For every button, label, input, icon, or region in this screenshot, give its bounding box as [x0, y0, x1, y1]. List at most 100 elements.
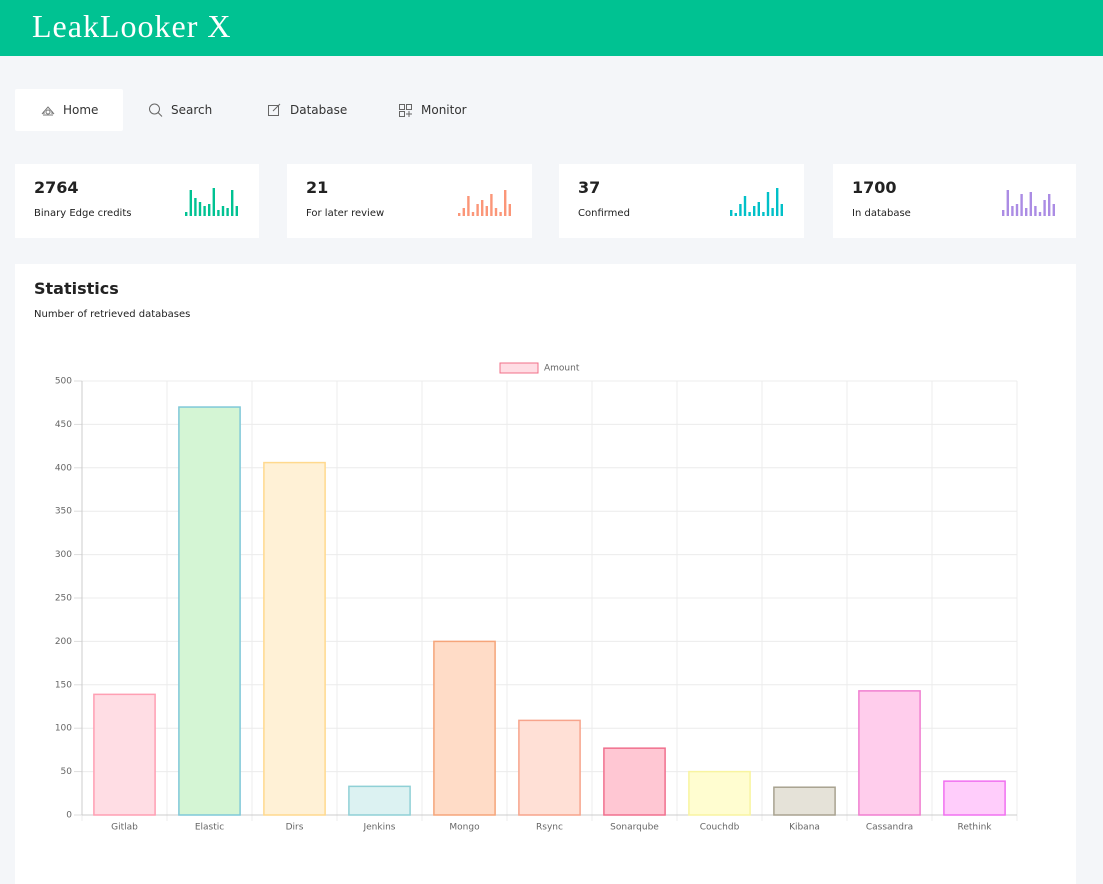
x-tick-label: Rsync	[536, 823, 563, 833]
bar	[773, 786, 836, 816]
spark-bar	[1006, 190, 1009, 216]
bar	[93, 693, 156, 816]
spark-bar	[739, 204, 742, 216]
y-tick-label: 450	[55, 420, 72, 430]
spark-bar	[235, 206, 238, 216]
monitor-icon	[399, 104, 412, 117]
stat-value: 2764	[34, 178, 79, 197]
spark-bar	[476, 204, 479, 216]
x-tick-label: Sonarqube	[610, 823, 659, 833]
nav-label: Home	[63, 103, 99, 117]
header: LeakLooker X	[0, 0, 1103, 56]
y-tick-label: 500	[55, 377, 72, 387]
stat-label: For later review	[306, 208, 385, 219]
spark-bar	[1052, 204, 1055, 216]
bar	[688, 770, 751, 816]
app-title: LeakLooker X	[32, 8, 232, 44]
spark-bar	[762, 212, 765, 216]
spark-bar	[485, 206, 488, 216]
spark-bar	[1020, 194, 1023, 216]
x-tick-label: Kibana	[789, 823, 820, 833]
sparkline	[730, 188, 783, 216]
spark-bar	[458, 213, 461, 216]
spark-bar	[208, 204, 211, 216]
stat-label: In database	[852, 208, 911, 219]
y-tick-label: 300	[55, 550, 72, 560]
home-icon	[41, 106, 55, 116]
stat-value: 37	[578, 178, 601, 197]
bar	[348, 785, 411, 816]
spark-bar	[776, 188, 779, 216]
spark-bar	[217, 210, 220, 216]
bar	[518, 719, 581, 816]
nav-database[interactable]: Database	[267, 89, 347, 131]
stat-value: 21	[306, 178, 329, 197]
spark-bar	[734, 213, 737, 216]
spark-bar	[462, 208, 465, 216]
nav-monitor[interactable]: Monitor	[398, 89, 467, 131]
legend-label: Amount	[544, 364, 580, 374]
search-icon	[149, 103, 163, 117]
x-tick-label: Gitlab	[111, 823, 138, 833]
spark-bar	[490, 194, 493, 216]
spark-bar	[780, 204, 783, 216]
stat-label: Binary Edge credits	[34, 208, 132, 219]
spark-bar	[753, 206, 756, 216]
stat-card: 21 For later review	[287, 164, 532, 238]
spark-bar	[743, 196, 747, 216]
spark-bar	[185, 212, 188, 216]
bar	[943, 780, 1006, 816]
spark-bar	[226, 208, 229, 216]
sparkline	[185, 188, 238, 216]
bar-chart: Amount 0 50 100 150 200 250 300 350 400 450 500 Gitl…	[55, 362, 1018, 833]
sparkline	[458, 190, 511, 216]
y-tick-label: 150	[55, 680, 72, 690]
nav-home[interactable]: Home	[40, 89, 98, 131]
spark-bar	[748, 212, 751, 216]
y-tick-label: 100	[55, 724, 72, 734]
y-tick-label: 250	[55, 594, 72, 604]
x-tick-label: Couchdb	[700, 823, 740, 833]
spark-bar	[1002, 210, 1005, 216]
spark-bar	[471, 212, 475, 216]
spark-bar	[757, 202, 760, 216]
nav-label: Monitor	[421, 103, 467, 117]
stat-value: 1700	[852, 178, 897, 197]
spark-bar	[499, 212, 502, 216]
spark-bar	[766, 192, 770, 216]
stat-card: 1700 In database	[833, 164, 1076, 238]
nav-search[interactable]: Search	[148, 89, 212, 131]
sparkline	[1002, 190, 1055, 216]
bar	[603, 747, 666, 816]
nav-label: Search	[171, 103, 213, 117]
spark-bar	[231, 190, 234, 216]
spark-bar	[1043, 200, 1046, 216]
stat-card: 2764 Binary Edge credits	[15, 164, 259, 238]
bar	[433, 640, 496, 816]
x-tick-label: Jenkins	[362, 823, 395, 833]
nav-label: Database	[290, 103, 348, 117]
edit-icon	[268, 103, 281, 116]
x-tick-label: Cassandra	[866, 823, 913, 833]
spark-bar	[1015, 204, 1019, 216]
spark-bar	[194, 198, 197, 216]
spark-bar	[467, 196, 470, 216]
stat-card: 37 Confirmed	[559, 164, 804, 238]
legend-swatch	[499, 362, 539, 374]
y-tick-label: 50	[61, 767, 73, 777]
spark-bar	[198, 202, 202, 216]
spark-bar	[494, 208, 498, 216]
x-tick-label: Dirs	[286, 823, 304, 833]
bar	[858, 690, 921, 816]
spark-bar	[221, 206, 225, 216]
spark-bar	[730, 210, 733, 216]
spark-bar	[1025, 208, 1028, 216]
x-tick-label: Mongo	[449, 823, 480, 833]
y-tick-label: 350	[55, 507, 72, 517]
spark-bar	[481, 200, 484, 216]
spark-bar	[203, 206, 206, 216]
stat-label: Confirmed	[578, 208, 630, 219]
bar	[263, 461, 326, 816]
spark-bar	[1011, 206, 1014, 216]
